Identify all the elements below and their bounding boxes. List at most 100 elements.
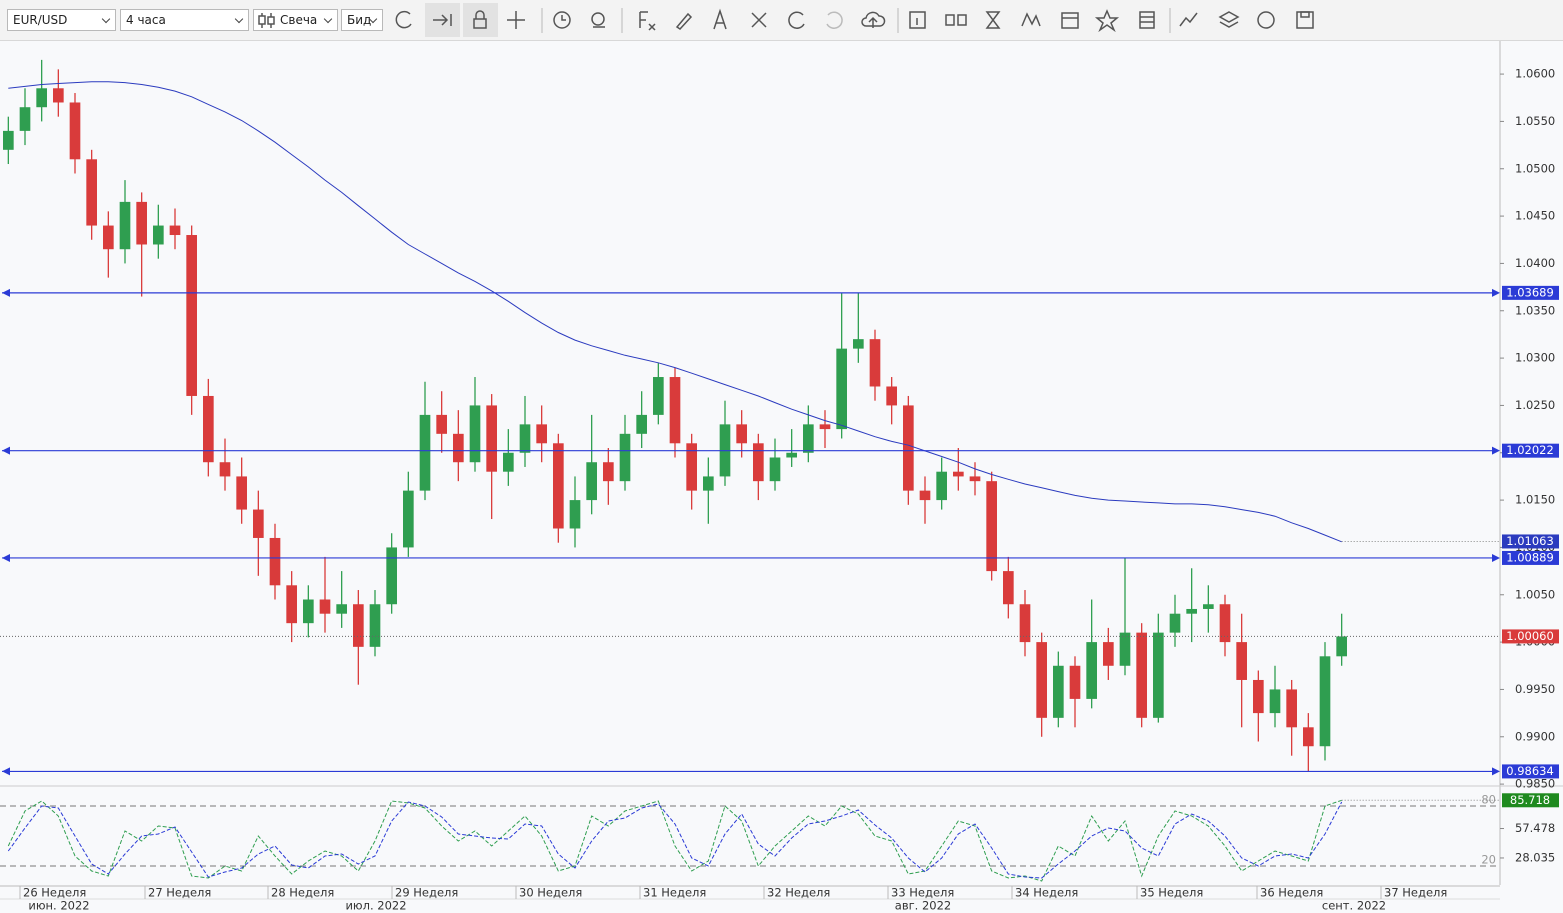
candle-body xyxy=(219,462,231,477)
candle-body xyxy=(103,225,114,250)
candle-body xyxy=(1086,642,1097,699)
candle-body xyxy=(553,443,564,529)
candle-body xyxy=(1069,665,1081,699)
ma-badge-label: 1.01063 xyxy=(1506,534,1554,548)
undo-icon[interactable] xyxy=(788,11,805,29)
candle-body xyxy=(236,476,247,510)
candle-body xyxy=(53,88,64,103)
candle-body xyxy=(86,159,97,226)
compare-icon[interactable] xyxy=(945,14,967,26)
y-tick-label: 0.9950 xyxy=(1515,682,1555,696)
candle-body xyxy=(1303,727,1314,747)
interval-select[interactable]: 4 часа xyxy=(120,9,249,31)
candle-body xyxy=(1336,636,1347,657)
candle-body xyxy=(186,235,197,396)
x-tick-label: 27 Неделя xyxy=(148,886,211,900)
candle-body xyxy=(819,424,831,430)
candle-body xyxy=(886,386,897,406)
theme-icon[interactable] xyxy=(1257,11,1275,29)
line-arrow xyxy=(2,446,10,455)
candle-body xyxy=(1219,604,1231,643)
y-tick-label: 1.0250 xyxy=(1515,398,1555,412)
lock-icon[interactable] xyxy=(473,18,487,29)
candle-body xyxy=(736,424,747,444)
indicator-icon[interactable] xyxy=(639,11,656,31)
candle-body xyxy=(36,88,47,108)
candle-body xyxy=(19,107,31,131)
line-badge xyxy=(1502,764,1559,779)
replay-icon[interactable] xyxy=(985,11,1001,29)
candle-body xyxy=(319,599,331,614)
candle-icon xyxy=(258,13,275,28)
candle-body xyxy=(1153,632,1164,718)
pencil-icon[interactable] xyxy=(675,12,693,30)
wave-icon[interactable] xyxy=(1021,12,1041,27)
candle-body xyxy=(419,414,431,491)
line-arrow xyxy=(1492,446,1500,455)
candle-body xyxy=(69,102,81,160)
info-icon[interactable] xyxy=(909,11,926,29)
star-icon[interactable] xyxy=(1094,9,1120,33)
y-tick-label: 1.0550 xyxy=(1515,114,1555,128)
upload-icon[interactable] xyxy=(861,11,886,28)
candle-body xyxy=(686,443,697,491)
y-tick-label: 0.9900 xyxy=(1515,729,1555,743)
month-label: июн. 2022 xyxy=(28,899,89,913)
candle-body xyxy=(569,500,581,529)
candle-body xyxy=(619,433,631,482)
list-icon[interactable] xyxy=(1139,11,1155,29)
candle-body xyxy=(1169,613,1181,633)
y-tick-label: 1.0400 xyxy=(1515,256,1555,270)
candle-body xyxy=(1319,656,1331,747)
line-arrow xyxy=(2,288,10,297)
calendar-icon[interactable] xyxy=(1061,12,1079,29)
candle-body xyxy=(653,377,664,415)
x-tick-label: 30 Неделя xyxy=(519,886,582,900)
candle-body xyxy=(453,433,464,463)
lock-button-bg[interactable] xyxy=(463,3,498,37)
candle-body xyxy=(353,604,364,647)
candle-body xyxy=(803,424,814,453)
oscillator-badge xyxy=(1502,793,1559,808)
candle-body xyxy=(586,462,597,501)
zoom-icon[interactable] xyxy=(591,12,605,26)
redo-icon[interactable] xyxy=(826,11,843,29)
level-label: 20 xyxy=(1481,853,1496,867)
refresh-icon[interactable] xyxy=(395,10,412,29)
price-side-select[interactable]: Бид xyxy=(341,9,383,31)
month-label: июл. 2022 xyxy=(345,899,406,913)
x-tick-label: 26 Неделя xyxy=(23,886,86,900)
x-tick-label: 36 Неделя xyxy=(1260,886,1323,900)
save-icon[interactable] xyxy=(1296,11,1314,29)
candle-body xyxy=(136,201,147,245)
last-price-badge xyxy=(1502,629,1559,644)
x-tick-label: 37 Неделя xyxy=(1384,886,1447,900)
symbol-select[interactable]: EUR/USD xyxy=(7,9,116,31)
candle-body xyxy=(169,225,181,236)
line-badge xyxy=(1502,285,1559,300)
x-tick-label: 29 Неделя xyxy=(395,886,458,900)
crosshair-icon[interactable] xyxy=(507,11,525,29)
clock-icon[interactable] xyxy=(553,11,571,29)
candle-body xyxy=(786,452,797,458)
month-label: авг. 2022 xyxy=(895,899,951,913)
x-tick-label: 28 Неделя xyxy=(271,886,334,900)
ma-badge xyxy=(1502,534,1559,549)
tools-icon[interactable] xyxy=(751,12,767,28)
line-arrow xyxy=(1492,767,1500,776)
trend-icon[interactable] xyxy=(1179,12,1198,27)
candle-body xyxy=(203,395,214,463)
candle-body xyxy=(286,585,297,624)
compass-icon[interactable] xyxy=(713,8,727,30)
line-arrow xyxy=(2,767,10,776)
candle-body xyxy=(1136,632,1147,718)
scroll-icon[interactable] xyxy=(433,14,452,26)
line-badge-label: 0.98634 xyxy=(1506,764,1554,778)
toolbar-icons xyxy=(258,3,1314,37)
chart-style-select[interactable]: Свеча xyxy=(253,9,338,31)
line-badge xyxy=(1502,443,1559,458)
candle-body xyxy=(336,604,347,614)
layers-icon[interactable] xyxy=(1218,11,1240,28)
toolbar: EUR/USD 4 часа Свеча Бид xyxy=(0,0,1563,41)
